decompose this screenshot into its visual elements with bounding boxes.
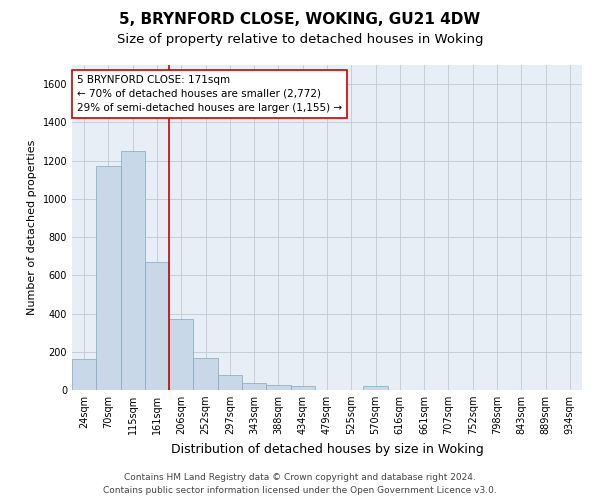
Text: 5 BRYNFORD CLOSE: 171sqm
← 70% of detached houses are smaller (2,772)
29% of sem: 5 BRYNFORD CLOSE: 171sqm ← 70% of detach… (77, 74, 342, 113)
Bar (121, 151, 145, 390)
Bar (242, 384, 266, 390)
Text: Contains HM Land Registry data © Crown copyright and database right 2024.
Contai: Contains HM Land Registry data © Crown c… (103, 474, 497, 495)
Bar (145, 262, 169, 390)
Bar (266, 385, 290, 390)
Text: Size of property relative to detached houses in Woking: Size of property relative to detached ho… (117, 32, 483, 46)
Bar (218, 374, 242, 390)
Text: 5, BRYNFORD CLOSE, WOKING, GU21 4DW: 5, BRYNFORD CLOSE, WOKING, GU21 4DW (119, 12, 481, 28)
Bar (364, 386, 388, 390)
Bar (96, 166, 121, 390)
Bar (193, 358, 218, 390)
Bar (72, 360, 96, 390)
X-axis label: Distribution of detached houses by size in Woking: Distribution of detached houses by size … (170, 442, 484, 456)
Bar (290, 386, 315, 390)
Y-axis label: Number of detached properties: Number of detached properties (27, 140, 37, 315)
Bar (169, 320, 193, 390)
